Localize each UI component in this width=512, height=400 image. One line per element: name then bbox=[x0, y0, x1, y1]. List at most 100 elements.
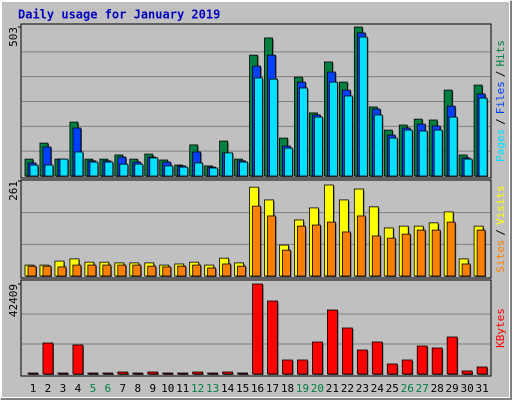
legend: Pages / Files / Hits bbox=[494, 40, 507, 162]
bar bbox=[162, 266, 172, 277]
bar bbox=[102, 264, 112, 277]
bar bbox=[207, 372, 219, 375]
bar bbox=[222, 263, 232, 277]
bar bbox=[192, 371, 204, 375]
x-tick-label: 5 bbox=[90, 382, 97, 395]
bar-shadow bbox=[29, 374, 39, 375]
bar bbox=[476, 366, 488, 375]
bar bbox=[239, 161, 248, 177]
x-tick-label: 23 bbox=[356, 382, 369, 395]
bar bbox=[386, 237, 396, 277]
bar bbox=[314, 116, 323, 177]
bar bbox=[358, 36, 368, 177]
x-tick-label: 4 bbox=[75, 382, 82, 395]
bar bbox=[192, 264, 202, 277]
bar bbox=[209, 167, 219, 177]
bar bbox=[356, 215, 366, 277]
legend-separator: / bbox=[494, 229, 507, 236]
bar bbox=[463, 158, 473, 177]
bar bbox=[119, 163, 129, 177]
bar bbox=[386, 363, 398, 375]
bar-shadow bbox=[133, 374, 144, 375]
bar bbox=[282, 359, 293, 375]
bar bbox=[87, 264, 97, 277]
legend-entry: KBytes bbox=[494, 308, 507, 348]
y-tick-label: 503 bbox=[7, 27, 20, 47]
bar bbox=[177, 372, 189, 375]
bar bbox=[416, 345, 428, 375]
bar bbox=[57, 266, 67, 277]
bar bbox=[312, 224, 321, 277]
bar bbox=[401, 359, 413, 375]
bar bbox=[147, 265, 157, 277]
bar bbox=[403, 129, 413, 177]
bar bbox=[252, 283, 263, 375]
bar bbox=[222, 371, 234, 375]
bar bbox=[44, 164, 54, 177]
x-tick-label: 22 bbox=[341, 382, 354, 395]
x-tick-label: 3 bbox=[60, 382, 67, 395]
x-tick-label: 14 bbox=[221, 382, 235, 395]
bar bbox=[269, 78, 278, 177]
x-tick-label: 30 bbox=[461, 382, 474, 395]
bar bbox=[132, 372, 144, 375]
x-tick-label: 1 bbox=[30, 382, 37, 395]
x-tick-label: 8 bbox=[134, 382, 141, 395]
bar bbox=[177, 265, 187, 277]
x-tick-label: 13 bbox=[206, 382, 219, 395]
bar bbox=[446, 336, 458, 375]
bar bbox=[72, 344, 84, 375]
bar bbox=[162, 372, 174, 375]
bar bbox=[476, 229, 486, 277]
bar bbox=[224, 152, 234, 177]
bar bbox=[282, 249, 291, 277]
x-tick-label: 11 bbox=[176, 382, 189, 395]
bar bbox=[104, 161, 114, 177]
bar bbox=[478, 97, 488, 177]
bar bbox=[237, 265, 246, 277]
legend-entry: Files bbox=[494, 81, 507, 114]
chart-title: Daily usage for January 2019 bbox=[18, 8, 220, 22]
bar bbox=[326, 221, 336, 277]
bar bbox=[431, 347, 443, 375]
bar bbox=[102, 372, 114, 375]
bar-shadow bbox=[103, 374, 114, 375]
x-tick-label: 21 bbox=[326, 382, 339, 395]
bar bbox=[74, 151, 84, 177]
bar bbox=[267, 300, 278, 375]
legend-separator: / bbox=[494, 118, 507, 125]
bar bbox=[57, 372, 69, 375]
bar bbox=[194, 162, 204, 177]
x-tick-label: 9 bbox=[149, 382, 156, 395]
bar bbox=[446, 221, 456, 277]
bar bbox=[117, 371, 129, 375]
legend-entry: Visits bbox=[494, 185, 507, 225]
bar bbox=[134, 163, 144, 177]
bar bbox=[461, 370, 473, 375]
bar bbox=[149, 157, 159, 177]
legend: KBytes bbox=[494, 308, 507, 348]
x-tick-label: 27 bbox=[416, 382, 429, 395]
bar bbox=[42, 265, 52, 277]
bar bbox=[254, 77, 263, 177]
bar bbox=[388, 137, 398, 177]
x-tick-label: 12 bbox=[191, 382, 204, 395]
bar bbox=[461, 263, 471, 277]
bar bbox=[448, 116, 458, 177]
bar bbox=[371, 341, 383, 375]
x-tick-label: 17 bbox=[266, 382, 279, 395]
bar bbox=[343, 95, 353, 177]
bar-shadow bbox=[178, 374, 189, 375]
bar bbox=[284, 147, 293, 177]
x-tick-label: 7 bbox=[120, 382, 127, 395]
bar bbox=[267, 215, 276, 277]
x-tick-label: 24 bbox=[371, 382, 385, 395]
bar bbox=[89, 161, 99, 177]
x-tick-label: 2 bbox=[45, 382, 52, 395]
bar bbox=[179, 166, 189, 177]
x-tick-label: 10 bbox=[161, 382, 174, 395]
bar bbox=[29, 164, 39, 177]
bar bbox=[164, 165, 174, 177]
